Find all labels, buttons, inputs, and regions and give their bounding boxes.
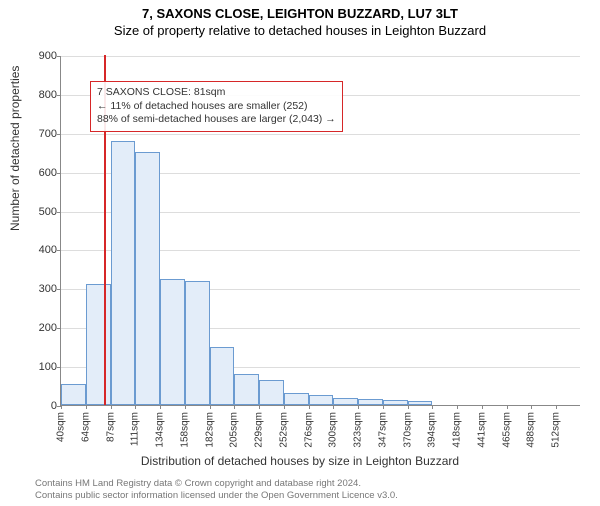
page-subtitle: Size of property relative to detached ho… <box>0 23 600 38</box>
x-tick-label: 229sqm <box>254 412 265 448</box>
x-tick-label: 441sqm <box>476 412 487 448</box>
y-tick-label: 200 <box>33 322 57 334</box>
x-tick-label: 512sqm <box>551 412 562 448</box>
x-tick-label: 300sqm <box>328 412 339 448</box>
y-tick-mark <box>57 250 61 251</box>
y-tick-mark <box>57 56 61 57</box>
histogram-bar <box>284 393 309 405</box>
x-tick-mark <box>482 405 483 409</box>
histogram-bar <box>135 152 160 405</box>
y-tick-label: 100 <box>33 361 57 373</box>
gridline <box>61 134 580 135</box>
x-tick-mark <box>284 405 285 409</box>
x-tick-mark <box>432 405 433 409</box>
histogram-bar <box>86 284 111 405</box>
x-tick-label: 323sqm <box>353 412 364 448</box>
y-tick-label: 900 <box>33 50 57 62</box>
x-tick-label: 370sqm <box>402 412 413 448</box>
x-axis-label: Distribution of detached houses by size … <box>0 454 600 468</box>
x-tick-mark <box>531 405 532 409</box>
x-tick-mark <box>234 405 235 409</box>
x-tick-label: 205sqm <box>229 412 240 448</box>
histogram-bar <box>185 281 210 405</box>
gridline <box>61 56 580 57</box>
annotation-line-2: ← 11% of detached houses are smaller (25… <box>97 100 336 114</box>
y-tick-mark <box>57 173 61 174</box>
x-tick-mark <box>86 405 87 409</box>
histogram-bar <box>234 374 259 405</box>
y-tick-mark <box>57 95 61 96</box>
histogram-bar <box>333 398 358 405</box>
x-tick-label: 347sqm <box>377 412 388 448</box>
histogram-bar <box>160 279 185 405</box>
x-tick-mark <box>259 405 260 409</box>
x-tick-mark <box>61 405 62 409</box>
x-tick-mark <box>309 405 310 409</box>
y-tick-mark <box>57 367 61 368</box>
x-tick-label: 111sqm <box>130 412 141 446</box>
x-tick-mark <box>408 405 409 409</box>
y-tick-label: 400 <box>33 244 57 256</box>
footer-line-2: Contains public sector information licen… <box>35 490 398 502</box>
histogram-bar <box>111 141 136 405</box>
x-tick-mark <box>160 405 161 409</box>
y-tick-mark <box>57 134 61 135</box>
x-tick-label: 394sqm <box>427 412 438 448</box>
x-tick-label: 134sqm <box>155 412 166 448</box>
y-tick-mark <box>57 328 61 329</box>
x-tick-mark <box>210 405 211 409</box>
histogram-bar <box>259 380 284 405</box>
y-tick-label: 0 <box>33 400 57 412</box>
x-tick-label: 40sqm <box>56 412 67 442</box>
x-tick-label: 418sqm <box>452 412 463 448</box>
x-tick-mark <box>457 405 458 409</box>
chart-area: 010020030040050060070080090040sqm64sqm87… <box>60 56 580 406</box>
histogram-bar <box>383 400 408 405</box>
x-tick-mark <box>507 405 508 409</box>
x-tick-label: 158sqm <box>179 412 190 448</box>
y-tick-label: 300 <box>33 283 57 295</box>
x-tick-label: 87sqm <box>105 412 116 442</box>
annotation-box: 7 SAXONS CLOSE: 81sqm ← 11% of detached … <box>90 81 343 132</box>
y-tick-mark <box>57 212 61 213</box>
footer-attribution: Contains HM Land Registry data © Crown c… <box>35 478 398 502</box>
x-tick-mark <box>333 405 334 409</box>
x-tick-label: 465sqm <box>501 412 512 448</box>
annotation-line-1: 7 SAXONS CLOSE: 81sqm <box>97 86 336 100</box>
x-tick-label: 64sqm <box>80 412 91 442</box>
x-tick-label: 488sqm <box>526 412 537 448</box>
y-tick-label: 700 <box>33 128 57 140</box>
histogram-bar <box>210 347 235 405</box>
x-tick-label: 276sqm <box>303 412 314 448</box>
y-tick-mark <box>57 289 61 290</box>
histogram-bar <box>358 399 383 405</box>
histogram-bar <box>61 384 86 405</box>
histogram-bar <box>408 401 433 405</box>
x-tick-mark <box>383 405 384 409</box>
x-tick-mark <box>556 405 557 409</box>
x-tick-label: 252sqm <box>278 412 289 448</box>
footer-line-1: Contains HM Land Registry data © Crown c… <box>35 478 398 490</box>
y-tick-label: 500 <box>33 206 57 218</box>
y-axis-label: Number of detached properties <box>8 66 22 231</box>
x-tick-label: 182sqm <box>204 412 215 448</box>
x-tick-mark <box>135 405 136 409</box>
x-tick-mark <box>185 405 186 409</box>
annotation-line-3: 88% of semi-detached houses are larger (… <box>97 113 336 127</box>
histogram-bar <box>309 395 334 405</box>
page-title: 7, SAXONS CLOSE, LEIGHTON BUZZARD, LU7 3… <box>0 6 600 21</box>
x-tick-mark <box>111 405 112 409</box>
x-tick-mark <box>358 405 359 409</box>
y-tick-label: 600 <box>33 167 57 179</box>
y-tick-label: 800 <box>33 89 57 101</box>
